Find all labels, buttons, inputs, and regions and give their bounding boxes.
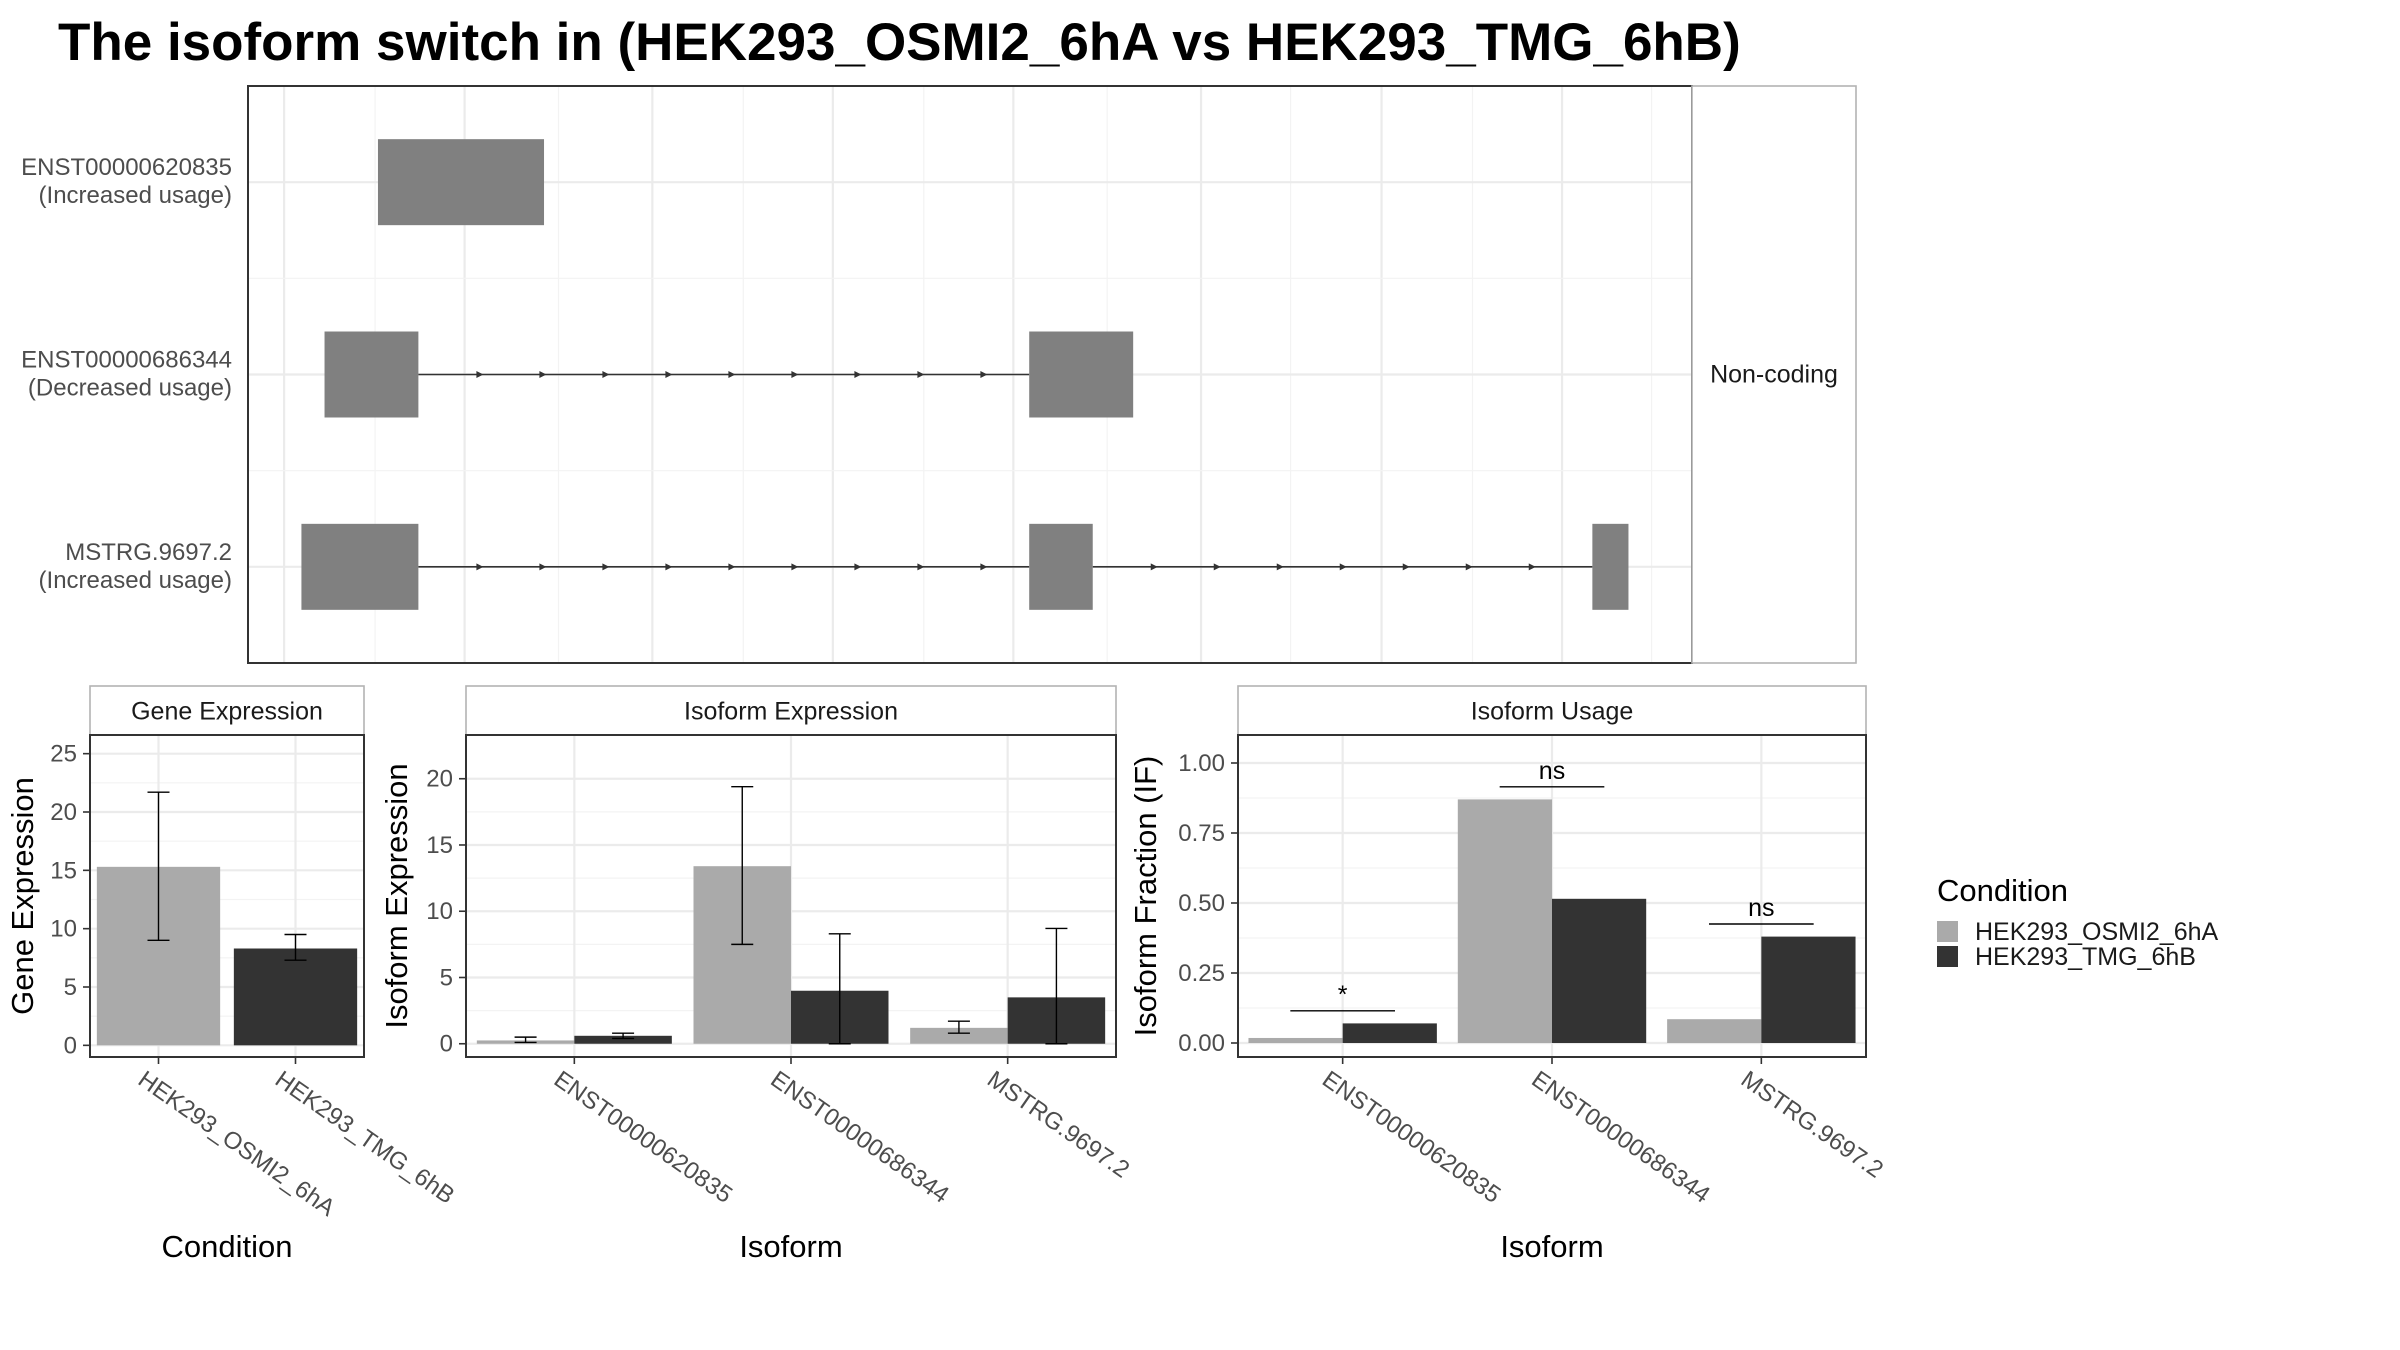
y-tick-label: 0.25 (1178, 960, 1225, 987)
y-tick-label: 5 (440, 964, 453, 991)
x-tick-label: MSTRG.9697.2 (982, 1066, 1134, 1184)
y-tick-label: 20 (50, 799, 77, 826)
exon-block (324, 331, 419, 418)
intron-direction-arrow (854, 563, 862, 571)
intron-direction-arrow (728, 371, 736, 378)
intron-direction-arrow (1528, 563, 1536, 571)
y-tick-label: 0.75 (1178, 820, 1225, 847)
bar (910, 1027, 1008, 1044)
x-tick-label: ENST00000620835 (1317, 1066, 1505, 1209)
exon-block (1029, 331, 1134, 418)
legend-entry-label: HEK293_TMG_6hB (1975, 943, 2196, 971)
intron-direction-arrow (917, 371, 925, 378)
intron-direction-arrow (728, 563, 736, 571)
y-tick-label: 25 (50, 741, 77, 768)
exon-block (1029, 523, 1093, 610)
figure-title: The isoform switch in (HEK293_OSMI2_6hA … (58, 13, 1741, 72)
panel-strip-title: Gene Expression (131, 698, 323, 726)
transcript-name-label: ENST00000686344 (21, 347, 232, 374)
x-axis-title: Isoform (1500, 1229, 1603, 1264)
transcript-track (301, 523, 1629, 610)
legend-swatch (1937, 946, 1958, 967)
intron-direction-arrow (476, 563, 484, 571)
x-tick-label: ENST00000686344 (766, 1066, 954, 1209)
x-tick-label: ENST00000686344 (1527, 1066, 1715, 1209)
panel-strip-box (465, 685, 1117, 736)
intron-direction-arrow (665, 371, 673, 378)
transcript-name-label: MSTRG.9697.2 (65, 539, 232, 566)
x-tick-label: ENST00000620835 (549, 1066, 737, 1209)
intron-direction-arrow (791, 371, 799, 378)
panel-strip-title: Isoform Usage (1471, 698, 1634, 726)
panel-frame (89, 734, 365, 1058)
intron-direction-arrow (1276, 563, 1284, 571)
y-tick-label: 20 (426, 766, 453, 793)
y-tick-label: 0.00 (1178, 1030, 1225, 1057)
y-tick-label: 0 (64, 1032, 77, 1059)
x-axis-title: Condition (162, 1229, 293, 1264)
transcript-structure-panel: ENST00000620835(Increased usage)ENST0000… (21, 85, 1857, 664)
transcript-track (377, 139, 545, 226)
legend-title: Condition (1937, 873, 2068, 908)
bar (574, 1035, 672, 1044)
intron-direction-arrow (1150, 563, 1158, 571)
y-tick-label: 15 (50, 857, 77, 884)
bar (1248, 1037, 1343, 1043)
intron-direction-arrow (602, 371, 610, 378)
bar (1761, 936, 1856, 1043)
transcript-track (324, 331, 1134, 418)
y-axis-title: Gene Expression (5, 777, 40, 1015)
y-axis-title: Isoform Fraction (IF) (1128, 756, 1163, 1037)
y-tick-label: 15 (426, 832, 453, 859)
significance-label: * (1338, 981, 1348, 1009)
y-tick-label: 0.50 (1178, 890, 1225, 917)
y-tick-label: 10 (50, 916, 77, 943)
legend-entry-label: HEK293_OSMI2_6hA (1975, 918, 2219, 946)
y-tick-label: 0 (440, 1031, 453, 1058)
y-tick-label: 10 (426, 898, 453, 925)
intron-direction-arrow (602, 563, 610, 571)
intron-direction-arrow (917, 563, 925, 571)
intron-direction-arrow (854, 371, 862, 378)
legend-swatch (1937, 921, 1958, 942)
intron-direction-arrow (1465, 563, 1473, 571)
bar (1457, 799, 1552, 1043)
panel-strip-title: Isoform Expression (684, 698, 898, 726)
exon-block (1592, 523, 1629, 610)
bar (1342, 1023, 1437, 1043)
intron-direction-arrow (1402, 563, 1410, 571)
intron-direction-arrow (1213, 563, 1221, 571)
intron-direction-arrow (539, 563, 547, 571)
intron-direction-arrow (539, 371, 547, 378)
transcript-usage-label: (Decreased usage) (28, 375, 232, 402)
bar (1552, 898, 1647, 1043)
transcript-usage-label: (Increased usage) (39, 567, 232, 594)
exon-block (301, 523, 419, 610)
intron-direction-arrow (665, 563, 673, 571)
exon-block (377, 139, 545, 226)
intron-direction-arrow (1339, 563, 1347, 571)
x-axis-title: Isoform (739, 1229, 842, 1264)
intron-direction-arrow (476, 371, 484, 378)
y-tick-label: 5 (64, 974, 77, 1001)
transcript-name-label: ENST00000620835 (21, 154, 232, 181)
transcript-usage-label: (Increased usage) (39, 182, 232, 209)
isoform-expression-panel: Isoform Expression 0 5 10 15 20 ENST0000062083… (379, 685, 1134, 1264)
significance-label: ns (1748, 894, 1774, 922)
intron-direction-arrow (791, 563, 799, 571)
panel-strip-box (89, 685, 365, 736)
significance-label: ns (1539, 757, 1565, 785)
isoform-usage-panel: Isoform Usage 0.00 0.25 0.50 0.75 1.00 * ns ns EN… (1128, 685, 1888, 1264)
facet-strip-box (1691, 85, 1857, 664)
y-axis-title: Isoform Expression (379, 763, 414, 1028)
x-tick-label: MSTRG.9697.2 (1736, 1066, 1888, 1184)
y-tick-label: 1.00 (1178, 750, 1225, 777)
bar (1667, 1019, 1762, 1043)
bar (233, 948, 358, 1046)
intron-direction-arrow (980, 371, 988, 378)
facet-strip-label: Non-coding (1710, 361, 1838, 389)
intron-direction-arrow (980, 563, 988, 571)
